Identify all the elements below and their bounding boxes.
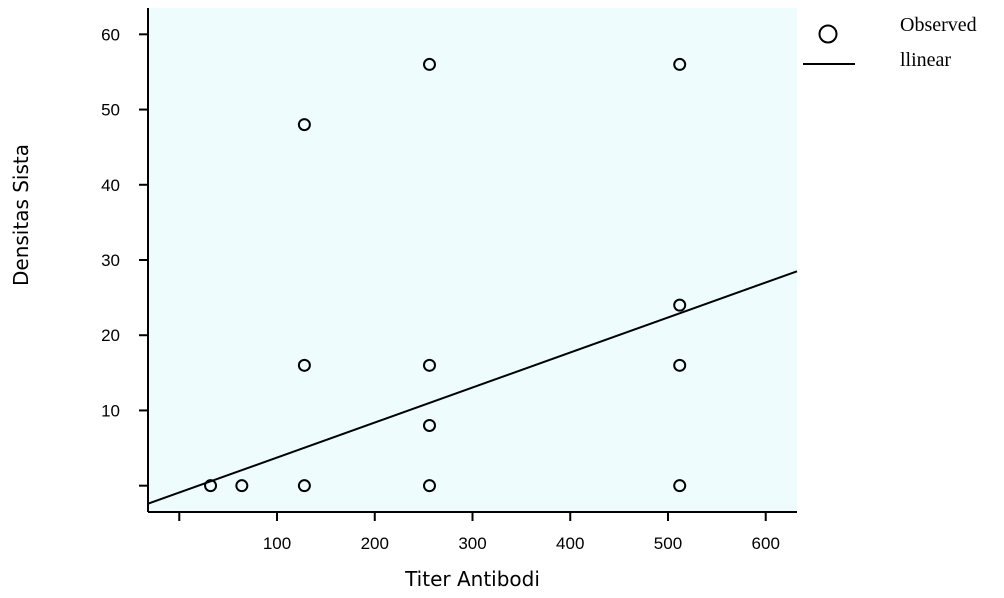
data-point <box>297 118 311 132</box>
data-points-layer <box>204 57 687 493</box>
x-tick-label: 500 <box>654 534 682 553</box>
data-point <box>204 479 218 493</box>
y-tick-label: 20 <box>101 326 120 345</box>
data-point <box>673 298 687 312</box>
x-tick-label: 400 <box>556 534 584 553</box>
data-point <box>297 358 311 372</box>
regression-line <box>147 270 798 505</box>
regression-line-layer <box>147 270 798 505</box>
axes: 100 200 300 400 500 600 10 20 30 40 50 60 <box>101 8 797 553</box>
data-point <box>422 479 436 493</box>
legend-label-observed: Observed <box>900 14 977 36</box>
y-tick-label: 40 <box>101 176 120 195</box>
y-tick-label: 10 <box>101 401 120 420</box>
legend-label-linear: llinear <box>900 49 951 71</box>
data-point <box>297 479 311 493</box>
data-point <box>422 358 436 372</box>
y-tick-label: 50 <box>101 101 120 120</box>
data-point <box>673 479 687 493</box>
data-point <box>422 57 436 71</box>
x-tick-label: 200 <box>361 534 389 553</box>
data-point <box>235 479 249 493</box>
y-tick-label: 30 <box>101 251 120 270</box>
y-tick-label: 60 <box>101 25 120 44</box>
plot-area <box>148 8 797 512</box>
x-tick-label: 600 <box>752 534 780 553</box>
x-tick-label: 300 <box>458 534 486 553</box>
y-axis-label: Densitas Sista <box>9 144 33 286</box>
data-point <box>422 418 436 432</box>
legend-marker-observed <box>818 24 838 44</box>
legend: Observed llinear <box>803 14 977 71</box>
data-point <box>673 358 687 372</box>
x-axis-label: Titer Antibodi <box>404 567 540 591</box>
x-tick-label: 100 <box>263 534 291 553</box>
data-point <box>673 57 687 71</box>
